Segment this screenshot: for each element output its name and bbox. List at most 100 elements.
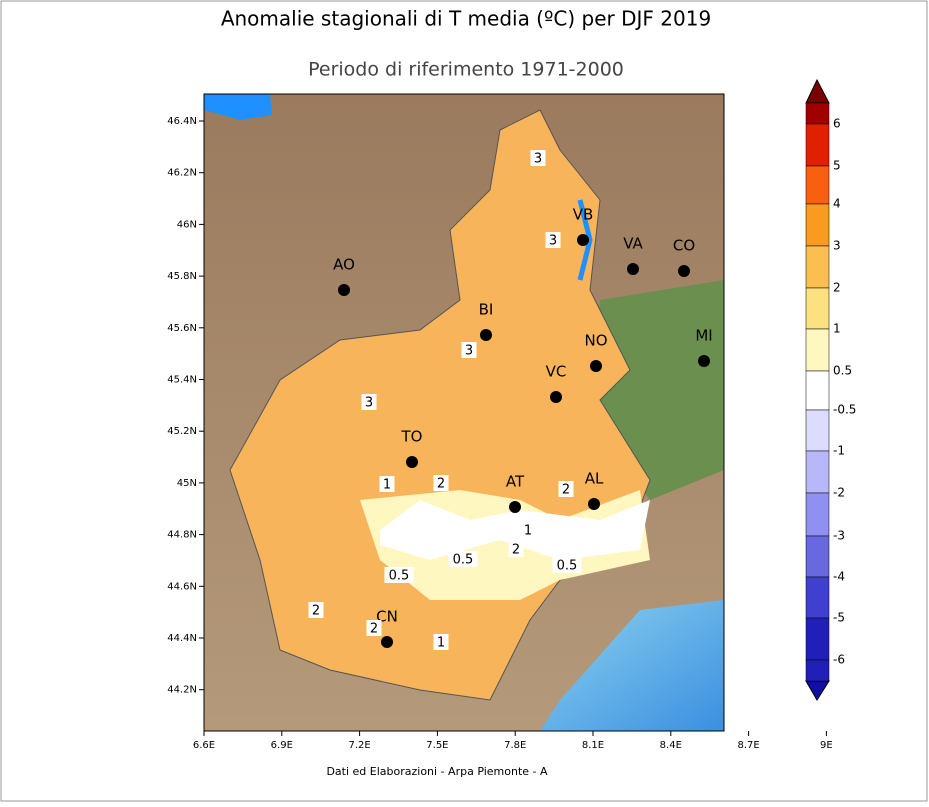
map-frame	[203, 93, 725, 732]
contour-label: 2	[437, 477, 445, 492]
lon-tick-label: 6.9E	[271, 740, 293, 751]
city-label: AT	[506, 473, 525, 491]
lat-tick-label: 44.2N	[167, 685, 197, 696]
contour-label: 0.5	[389, 569, 410, 584]
contour-label: 1	[383, 478, 391, 493]
contour-label: 2	[562, 483, 570, 498]
colorbar-box	[805, 102, 830, 125]
city-label: TO	[401, 428, 423, 446]
sea	[540, 600, 724, 731]
contour-label-box	[545, 232, 561, 248]
city-dot	[698, 355, 710, 367]
colorbar-box	[805, 287, 830, 330]
colorbar-box	[805, 370, 830, 411]
lat-tick-label: 46N	[177, 219, 197, 230]
city-dot	[627, 263, 639, 275]
city-dot	[509, 501, 521, 513]
contour-label: 1	[437, 636, 445, 651]
lon-tick-label: 6.6E	[193, 740, 215, 751]
contour-label-box	[379, 476, 395, 492]
lake	[204, 94, 272, 120]
colorbar-box	[805, 535, 830, 578]
city-label: CO	[673, 237, 695, 255]
contour-label: 2	[370, 622, 378, 637]
colorbar-label: 6	[833, 117, 841, 131]
colorbar-box	[805, 492, 830, 537]
city-dot	[406, 456, 418, 468]
contour-label-box	[433, 634, 449, 650]
lat-tick-label: 44.6N	[167, 581, 197, 592]
map	[203, 93, 725, 732]
city-dot	[480, 329, 492, 341]
city-dot	[678, 265, 690, 277]
colorbar-label: -3	[833, 529, 845, 543]
contour-label-box	[433, 475, 449, 491]
lon-tick-label: 7.2E	[348, 740, 370, 751]
contour-label: 2	[312, 604, 320, 619]
colorbar-box	[805, 328, 830, 372]
colorbar-label: 4	[833, 197, 841, 211]
city-dot	[588, 498, 600, 510]
contour-label: 0.5	[453, 553, 474, 568]
lon-tick-label: 8.7E	[737, 740, 759, 751]
city-label: VB	[573, 206, 594, 224]
contour-label-box	[558, 481, 574, 497]
city-label: VA	[623, 235, 643, 253]
lon-tick-label: 8.4E	[660, 740, 682, 751]
colorbar-box	[805, 617, 830, 661]
contour-label-box	[461, 342, 477, 358]
contour-label: 1	[524, 524, 532, 539]
contour-label-box	[308, 602, 324, 618]
contour-label: 3	[365, 396, 373, 411]
lat-tick-label: 45.8N	[167, 271, 197, 282]
contour-label-box	[508, 541, 524, 557]
title: Anomalie stagionali di T media (ºC) per …	[221, 7, 711, 31]
city-label: NO	[584, 332, 607, 350]
colorbar-box	[805, 409, 830, 452]
city-dot	[338, 284, 350, 296]
city-label: CN	[376, 608, 398, 626]
contour-label: 3	[549, 234, 557, 249]
contour-label-box	[366, 620, 382, 636]
lon-tick-label: 7.8E	[504, 740, 526, 751]
contour-label: 3	[465, 344, 473, 359]
colorbar-label: 0.5	[833, 364, 852, 378]
colorbar-box	[805, 165, 830, 205]
lat-tick-label: 45N	[177, 478, 197, 489]
city-dot	[577, 234, 589, 246]
contour-label: 3	[534, 152, 542, 167]
lat-tick-label: 45.2N	[167, 426, 197, 437]
lon-tick-label: 7.5E	[426, 740, 448, 751]
contour-label-box	[448, 551, 478, 567]
colorbar-box	[805, 245, 830, 289]
contour-label-box	[530, 150, 546, 166]
lat-tick-label: 45.6N	[167, 323, 197, 334]
colorbar-label: -0.5	[833, 403, 856, 417]
city-label: AL	[585, 470, 604, 488]
contour-label-box	[384, 567, 414, 583]
contour-label-box	[552, 557, 582, 573]
city-dot	[590, 360, 602, 372]
city-dot	[381, 636, 393, 648]
colorbar-label: -5	[833, 611, 845, 625]
contour-label-box	[520, 522, 536, 538]
colorbar-label: -1	[833, 444, 845, 458]
lon-tick-label: 9E	[820, 740, 833, 751]
lat-tick-label: 46.4N	[167, 116, 197, 127]
colorbar-box	[805, 659, 830, 682]
lat-tick-label: 44.8N	[167, 530, 197, 541]
lat-tick-label: 44.4N	[167, 633, 197, 644]
footer: Dati ed Elaborazioni - Arpa Piemonte - A	[326, 765, 548, 778]
colorbar-box	[805, 203, 830, 247]
lat-tick-label: 46.2N	[167, 168, 197, 179]
contour-label: 2	[512, 543, 520, 558]
contour-label-box	[361, 394, 377, 410]
city-label: VC	[546, 363, 567, 381]
colorbar-box	[805, 576, 830, 619]
subtitle: Periodo di riferimento 1971-2000	[308, 59, 624, 81]
lake-maggiore	[577, 199, 593, 281]
city-dot	[550, 391, 562, 403]
city-label: MI	[695, 327, 712, 345]
near-zero	[380, 500, 650, 560]
